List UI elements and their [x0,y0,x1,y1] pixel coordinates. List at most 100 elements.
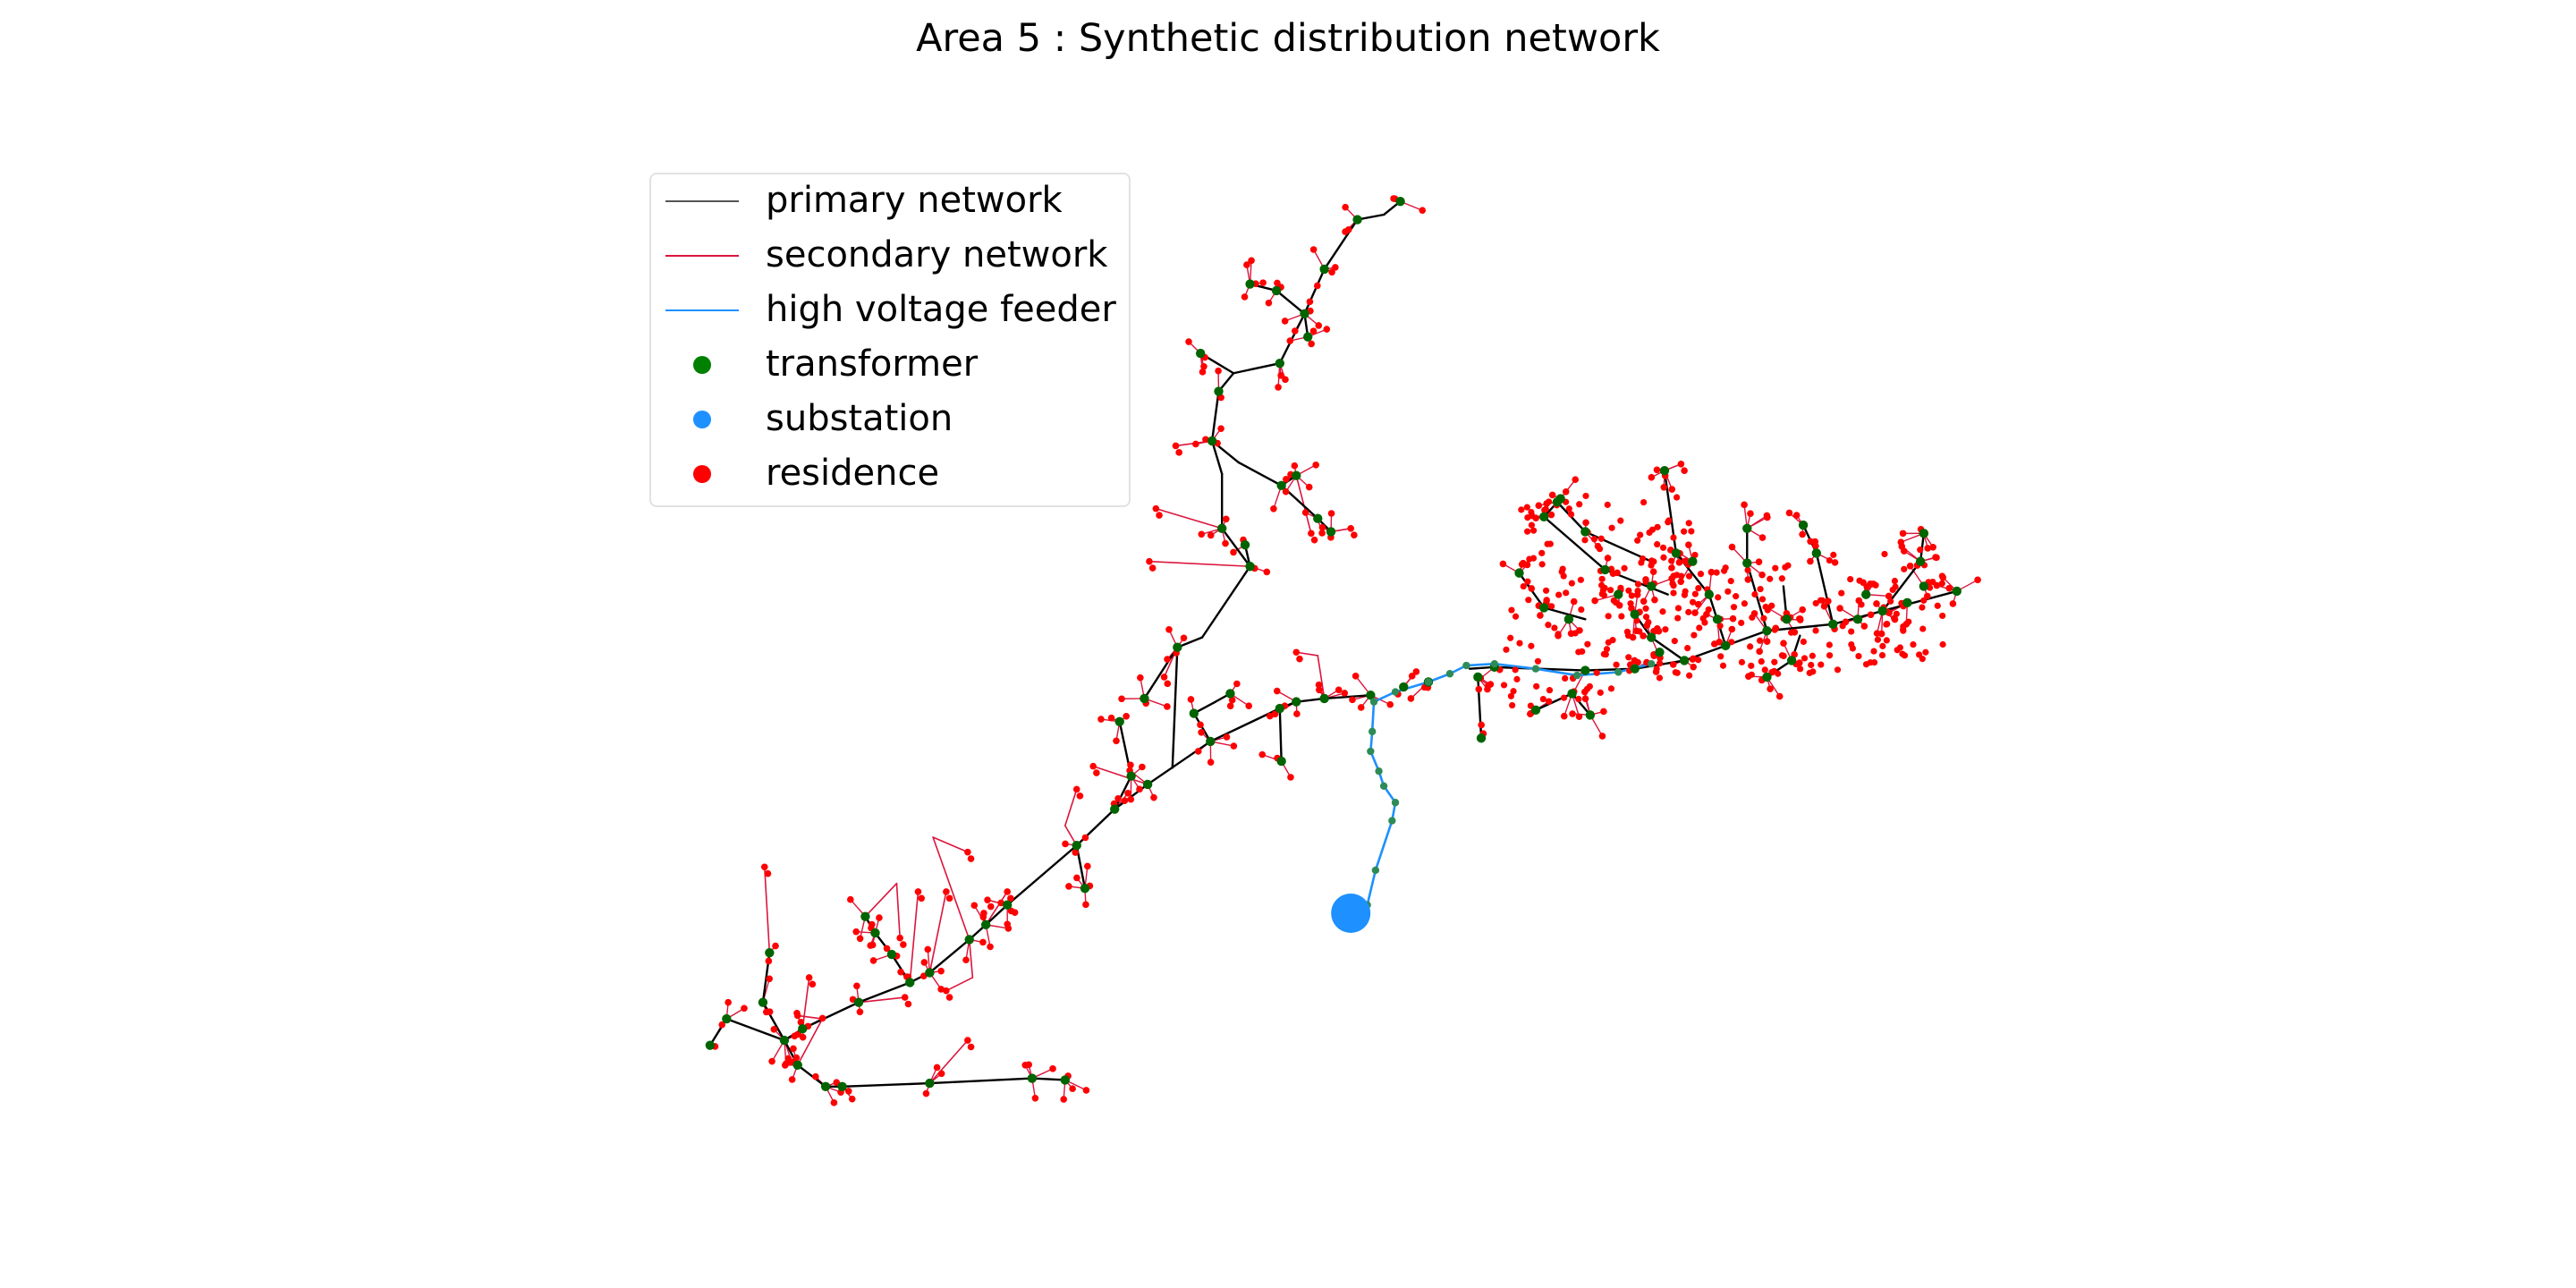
residence-point [1649,568,1657,576]
residence-point [1065,883,1072,890]
residence-point [1677,460,1685,468]
residence-point [1084,862,1091,870]
residence-point [1767,685,1774,692]
residence-point [1848,640,1855,648]
residence-point [1528,521,1536,529]
residence-point [1825,597,1832,605]
residence-point [1826,652,1834,659]
residence-point [1069,1085,1076,1092]
transformer-point [1919,529,1929,538]
primary-line [1237,461,1283,487]
residence-point [1660,554,1667,561]
residence-point [1121,797,1129,804]
residence-point [1575,713,1583,721]
residence-point [1899,530,1907,538]
residence-point [1934,602,1941,609]
residence-point [1939,640,1946,648]
transformer-point [1852,614,1863,624]
primary-line [1278,707,1283,763]
residence-point [1929,578,1936,586]
primary-line [1030,1077,1066,1081]
residence-point [1478,721,1485,729]
residence-point [1654,523,1661,530]
residence-point [1555,591,1563,598]
residence-point [1662,626,1669,633]
legend: primary network secondary network high v… [649,173,1131,507]
feeder-line [1465,662,1496,667]
transformer-point [1919,581,1929,591]
residence-point [914,888,922,895]
residence-point [1623,628,1631,635]
residence-point [1771,626,1778,633]
residence-point [987,902,995,911]
residence-point [1730,604,1738,611]
transformer-point [1173,642,1182,652]
residence-point [1938,580,1945,587]
residence-point [1756,637,1764,644]
transformer-point [837,1081,847,1091]
residence-point [1916,651,1923,658]
residence-point [1690,663,1698,671]
residence-point [1277,372,1284,379]
residence-point [1164,703,1171,710]
residence-point [1763,512,1771,520]
residence-point [1263,568,1271,576]
substation-point [1331,893,1371,933]
residence-point [788,1076,796,1083]
residence-point [782,1062,789,1069]
residence-point [1917,547,1924,554]
residence-point [1778,575,1785,582]
feeder-line [1370,700,1376,733]
transformer-point [1712,614,1723,624]
residence-point [1327,510,1335,517]
feeder-node [1391,688,1400,696]
transformer-point [1214,386,1224,396]
residence-point [1127,761,1134,769]
residence-point [1747,510,1754,517]
residence-point [1949,600,1957,607]
residence-point [1485,682,1492,690]
residence-point [1877,630,1885,638]
residence-point [1575,695,1582,703]
residence-point [1741,501,1748,509]
residence-point [1523,504,1530,511]
substation-marker [693,411,711,428]
transformer-point [1600,564,1610,575]
residence-point [1107,714,1115,722]
legend-label: secondary network [766,234,1108,275]
residence-point [724,998,732,1006]
residence-point [1720,567,1728,574]
primary-line [1649,636,1686,662]
residence-point [1738,619,1745,626]
residence-point [1586,682,1593,691]
residence-point [1689,656,1696,663]
residence-point [979,913,987,921]
residence-point [1315,322,1323,329]
secondary-line [1063,788,1078,826]
residence-point [1526,555,1533,563]
secondary-line [932,836,969,853]
transformer-point [1302,332,1313,342]
residence-point [1685,541,1692,549]
residence-point [1826,641,1833,648]
residence-point [1787,629,1795,636]
secondary-line [1148,560,1251,568]
chart-title: Area 5 : Synthetic distribution network [916,16,1660,61]
residence-point [1756,648,1763,656]
residence-point [1207,531,1215,539]
residence-point [760,863,768,871]
residence-point [1645,619,1652,626]
residence-point [1007,907,1015,915]
transformer-point [980,919,991,930]
residence-point [1007,894,1014,902]
residence-point [1604,555,1612,562]
residence-point [1602,651,1609,658]
residence-point [1475,685,1483,693]
secondary-line [985,891,1008,926]
secondary-line [864,882,898,918]
residence-point [1215,367,1222,375]
residence-point [937,967,945,975]
residence-point [1673,494,1681,501]
residence-point [1591,597,1598,605]
